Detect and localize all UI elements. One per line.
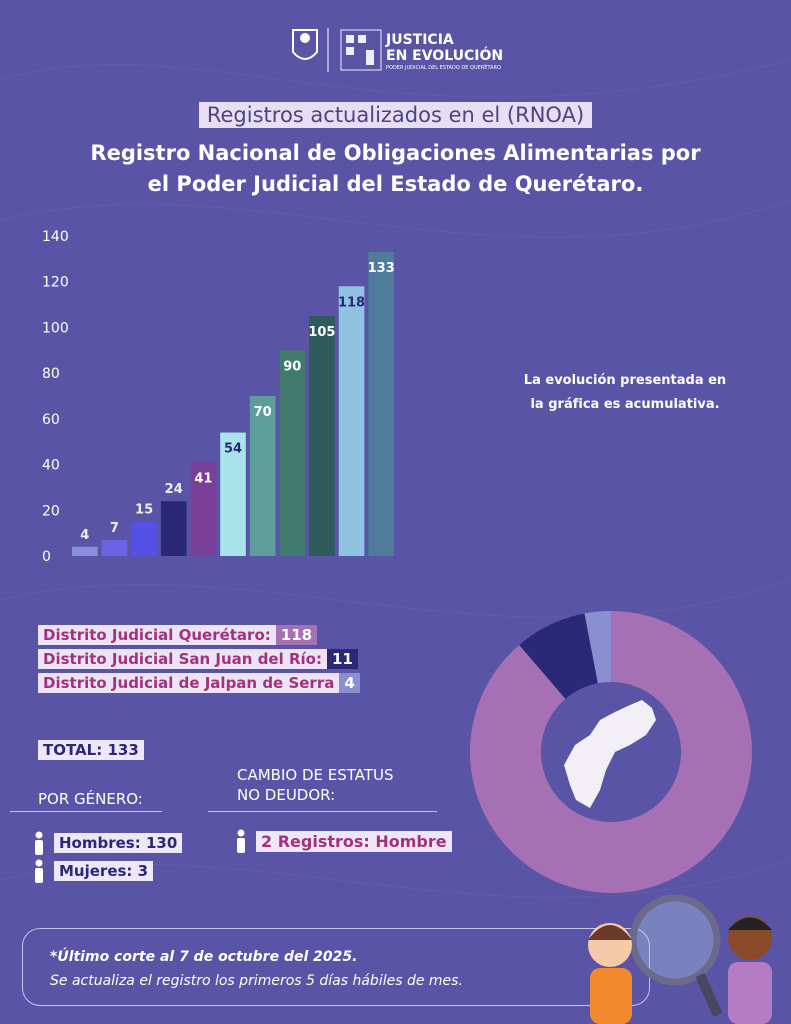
icon-head xyxy=(35,831,43,839)
logo-subtext: PODER JUDICIAL DEL ESTADO DE QUERÉTARO xyxy=(386,63,501,71)
gender-value: 130 xyxy=(145,834,178,852)
value-label: 118 xyxy=(338,295,365,310)
y-tick-label: 20 xyxy=(42,503,60,519)
title: Registro Nacional de Obligaciones Alimen… xyxy=(0,138,791,200)
bar xyxy=(131,521,157,556)
donut-chart xyxy=(470,611,752,893)
value-label: 7 xyxy=(110,521,119,536)
y-tick-label: 0 xyxy=(42,549,51,565)
person-icon xyxy=(237,829,245,853)
legend-label: Distrito Judicial de Jalpan de Serra xyxy=(38,673,340,693)
divider xyxy=(10,811,162,812)
bar xyxy=(309,316,335,556)
bar xyxy=(368,252,394,556)
value-label: 105 xyxy=(308,325,335,340)
donut-segment xyxy=(470,611,752,893)
y-tick-label: 120 xyxy=(42,275,69,291)
divider xyxy=(208,811,437,812)
y-tick-label: 100 xyxy=(42,320,69,336)
coat-of-arms-logo xyxy=(292,29,318,60)
value-label: 133 xyxy=(368,261,395,276)
footer-text: *Último corte al 7 de octubre del 2025. … xyxy=(50,945,463,993)
status-title-line: CAMBIO DE ESTATUS xyxy=(237,766,394,784)
bar xyxy=(72,546,98,556)
footer-line: *Último corte al 7 de octubre del 2025. xyxy=(50,949,358,965)
value-label: 4 xyxy=(80,528,89,543)
legend-label: Distrito Judicial San Juan del Río: xyxy=(38,649,327,669)
gender-label: Mujeres: xyxy=(59,862,133,880)
y-tick-label: 60 xyxy=(42,412,60,428)
bar xyxy=(190,462,217,556)
legend-row: Distrito Judicial San Juan del Río: 11 xyxy=(38,649,360,669)
legend-row: Distrito Judicial de Jalpan de Serra 4 xyxy=(38,673,360,693)
donut-segment xyxy=(584,611,611,684)
bar xyxy=(249,396,276,556)
gender-row: Mujeres: 3 xyxy=(32,859,182,883)
bar xyxy=(101,540,128,556)
y-tick-label: 40 xyxy=(42,458,60,474)
gender-row: Hombres: 130 xyxy=(32,831,183,855)
y-tick-label: 80 xyxy=(42,366,60,382)
status-title: CAMBIO DE ESTATUS NO DEUDOR: xyxy=(237,765,394,805)
gender-title: POR GÉNERO: xyxy=(38,790,143,808)
value-label: 24 xyxy=(165,482,183,497)
title-line: el Poder Judicial del Estado de Querétar… xyxy=(147,172,644,196)
status-label: Registros: Hombre xyxy=(277,831,447,851)
value-label: 70 xyxy=(254,405,272,420)
gender-box: Mujeres: 3 xyxy=(54,861,154,881)
bar xyxy=(220,432,246,556)
district-legend: Distrito Judicial Querétaro: 118 Distrito … xyxy=(38,625,360,697)
icon-body xyxy=(35,868,43,883)
total-label: TOTAL: xyxy=(43,741,103,759)
donut-segment xyxy=(519,613,598,699)
icon-head xyxy=(35,859,43,867)
legend-value: 4 xyxy=(339,673,360,693)
value-label: 90 xyxy=(283,359,301,374)
status-value: 2 xyxy=(261,831,273,851)
gender-list: Hombres: 130 Mujeres: 3 xyxy=(32,831,183,887)
logo-text: EN EVOLUCIÓN xyxy=(386,46,503,64)
bar xyxy=(279,350,306,556)
person-icon xyxy=(35,859,43,883)
footer-line: Se actualiza el registro los primeros 5 … xyxy=(50,973,463,989)
status-item: 2 Registros: Hombre xyxy=(234,829,452,853)
justice-logo-grid xyxy=(340,29,382,71)
subtitle: Registros actualizados en el (RNOA) xyxy=(198,102,593,128)
total: TOTAL: 133 xyxy=(38,740,144,760)
value-label: 41 xyxy=(194,471,212,486)
bar xyxy=(160,501,187,556)
gender-value: 3 xyxy=(137,862,149,880)
y-tick-label: 140 xyxy=(42,229,69,245)
gender-label: Hombres: xyxy=(59,834,141,852)
state-map xyxy=(564,700,656,808)
illustration xyxy=(588,894,772,1024)
legend-label: Distrito Judicial Querétaro: xyxy=(38,625,276,645)
footer-box xyxy=(22,928,650,1006)
chart-annotation: La evolución presentada en la gráfica es… xyxy=(523,373,727,412)
legend-row: Distrito Judicial Querétaro: 118 xyxy=(38,625,360,645)
legend-value: 11 xyxy=(326,649,358,669)
total-value: 133 xyxy=(107,741,139,759)
logo-text: JUSTICIA xyxy=(385,32,454,48)
icon-body xyxy=(35,840,43,855)
person-icon xyxy=(35,831,43,855)
status-title-line: NO DEUDOR: xyxy=(237,786,336,804)
subtitle-wrap: Registros actualizados en el (RNOA) xyxy=(0,102,791,128)
title-line: Registro Nacional de Obligaciones Alimen… xyxy=(90,141,701,165)
gender-box: Hombres: 130 xyxy=(54,833,183,853)
legend-value: 118 xyxy=(275,625,318,645)
bar xyxy=(338,286,365,556)
value-label: 54 xyxy=(224,442,242,457)
value-label: 15 xyxy=(135,503,153,518)
